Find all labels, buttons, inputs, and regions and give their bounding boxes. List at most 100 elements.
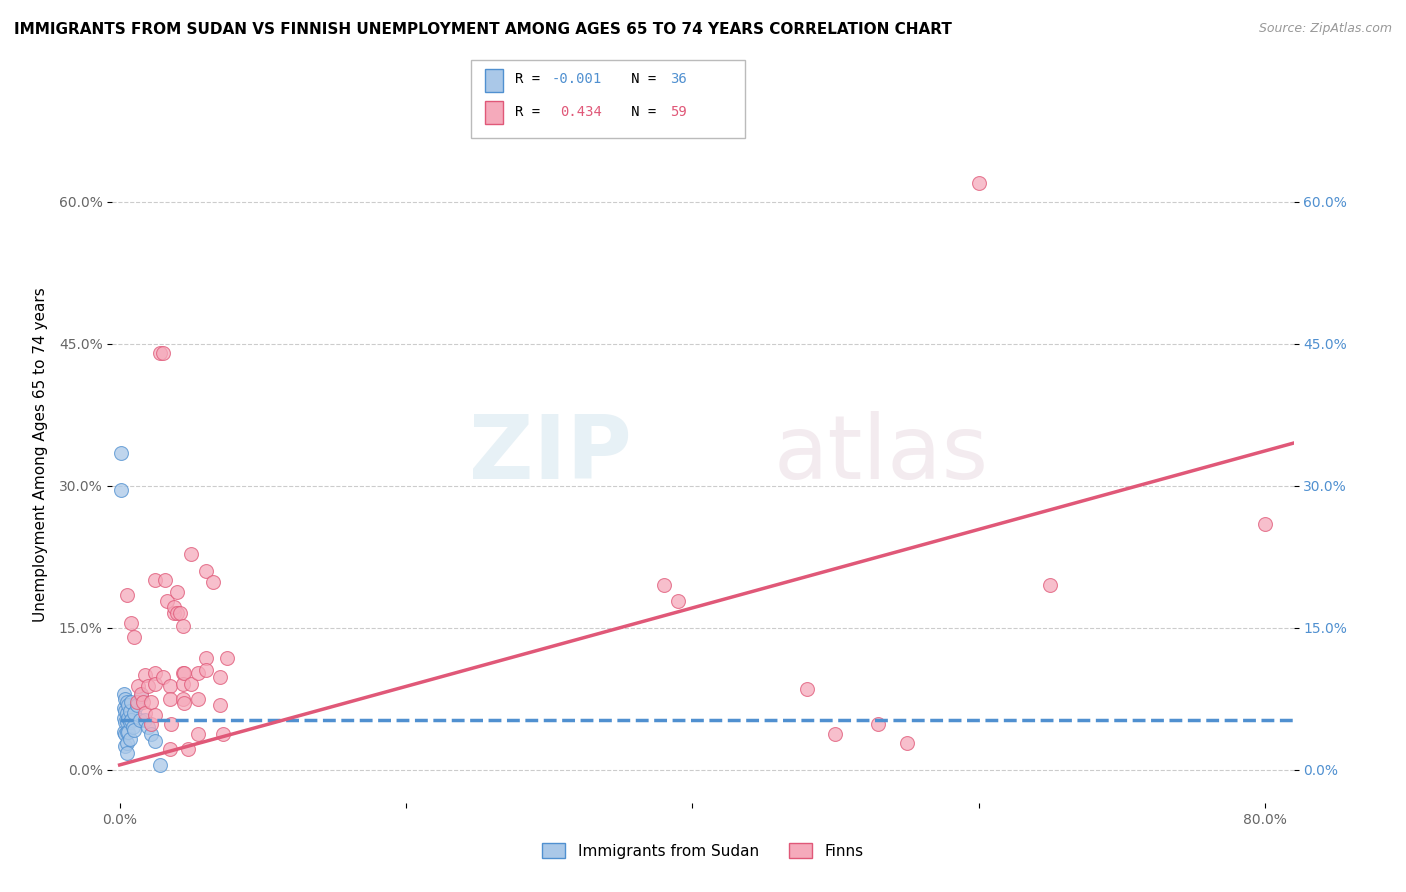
- Point: [112, 687, 135, 701]
- Text: 59: 59: [671, 104, 686, 119]
- Point: [208, 698, 231, 713]
- Point: [136, 679, 159, 693]
- Point: [187, 666, 209, 681]
- Point: [201, 575, 224, 590]
- Y-axis label: Unemployment Among Ages 65 to 74 years: Unemployment Among Ages 65 to 74 years: [32, 287, 48, 623]
- Text: -0.001: -0.001: [551, 72, 602, 87]
- Point: [112, 701, 135, 715]
- Point: [112, 710, 135, 724]
- Point: [145, 734, 167, 748]
- Point: [121, 720, 143, 734]
- Point: [112, 724, 135, 739]
- Legend: Immigrants from Sudan, Finns: Immigrants from Sudan, Finns: [536, 837, 870, 864]
- Point: [159, 691, 181, 706]
- Point: [134, 706, 156, 720]
- Point: [824, 727, 846, 741]
- Point: [117, 710, 139, 724]
- Point: [114, 727, 136, 741]
- Point: [172, 677, 194, 691]
- Point: [128, 714, 150, 728]
- Point: [125, 698, 148, 713]
- Point: [115, 715, 138, 730]
- Point: [114, 704, 136, 718]
- Point: [115, 694, 138, 708]
- Point: [163, 599, 186, 614]
- Point: [169, 607, 191, 621]
- Point: [152, 346, 174, 360]
- Point: [115, 706, 138, 720]
- Point: [180, 547, 202, 561]
- Point: [110, 483, 132, 498]
- Point: [172, 619, 194, 633]
- Point: [122, 723, 145, 737]
- Point: [172, 691, 194, 706]
- Text: IMMIGRANTS FROM SUDAN VS FINNISH UNEMPLOYMENT AMONG AGES 65 TO 74 YEARS CORRELAT: IMMIGRANTS FROM SUDAN VS FINNISH UNEMPLO…: [14, 22, 952, 37]
- Point: [120, 615, 142, 630]
- Point: [145, 677, 167, 691]
- Text: R =: R =: [515, 72, 548, 87]
- Point: [129, 689, 152, 703]
- Point: [796, 682, 818, 697]
- Point: [139, 694, 162, 708]
- Point: [118, 715, 141, 730]
- Point: [131, 694, 153, 708]
- Point: [1039, 578, 1062, 592]
- Point: [149, 758, 172, 772]
- Point: [134, 714, 156, 728]
- Point: [173, 666, 195, 681]
- Point: [666, 594, 689, 608]
- Text: 36: 36: [671, 72, 686, 87]
- Point: [152, 670, 174, 684]
- Point: [125, 694, 148, 708]
- Point: [180, 677, 202, 691]
- Point: [115, 736, 138, 750]
- Text: 0.434: 0.434: [561, 104, 602, 119]
- Point: [194, 663, 217, 677]
- Point: [118, 732, 141, 747]
- Point: [149, 346, 172, 360]
- Point: [156, 594, 179, 608]
- Point: [120, 694, 142, 708]
- Point: [160, 717, 183, 731]
- Point: [120, 714, 142, 728]
- Point: [166, 607, 188, 621]
- Point: [117, 698, 139, 713]
- Point: [115, 746, 138, 760]
- Point: [211, 727, 233, 741]
- Point: [122, 706, 145, 720]
- Point: [187, 691, 209, 706]
- Text: N =: N =: [606, 104, 665, 119]
- Point: [172, 666, 194, 681]
- Point: [194, 651, 217, 665]
- Point: [129, 687, 152, 701]
- Point: [215, 651, 238, 665]
- Point: [115, 588, 138, 602]
- Point: [134, 668, 156, 682]
- Text: Source: ZipAtlas.com: Source: ZipAtlas.com: [1258, 22, 1392, 36]
- Point: [652, 578, 675, 592]
- Point: [117, 724, 139, 739]
- Text: atlas: atlas: [773, 411, 988, 499]
- Point: [208, 670, 231, 684]
- Point: [159, 742, 181, 756]
- Text: R =: R =: [515, 104, 557, 119]
- Point: [967, 176, 990, 190]
- Point: [155, 574, 177, 588]
- Point: [115, 724, 138, 739]
- Point: [114, 691, 136, 706]
- Point: [145, 574, 167, 588]
- Point: [118, 704, 141, 718]
- Point: [187, 727, 209, 741]
- Text: N =: N =: [606, 72, 665, 87]
- Point: [194, 564, 217, 578]
- Point: [139, 717, 162, 731]
- Point: [114, 739, 136, 753]
- Point: [896, 736, 918, 750]
- Point: [159, 679, 181, 693]
- Text: ZIP: ZIP: [470, 411, 633, 499]
- Point: [177, 742, 200, 756]
- Point: [122, 630, 145, 644]
- Point: [145, 666, 167, 681]
- Point: [114, 715, 136, 730]
- Point: [868, 717, 890, 731]
